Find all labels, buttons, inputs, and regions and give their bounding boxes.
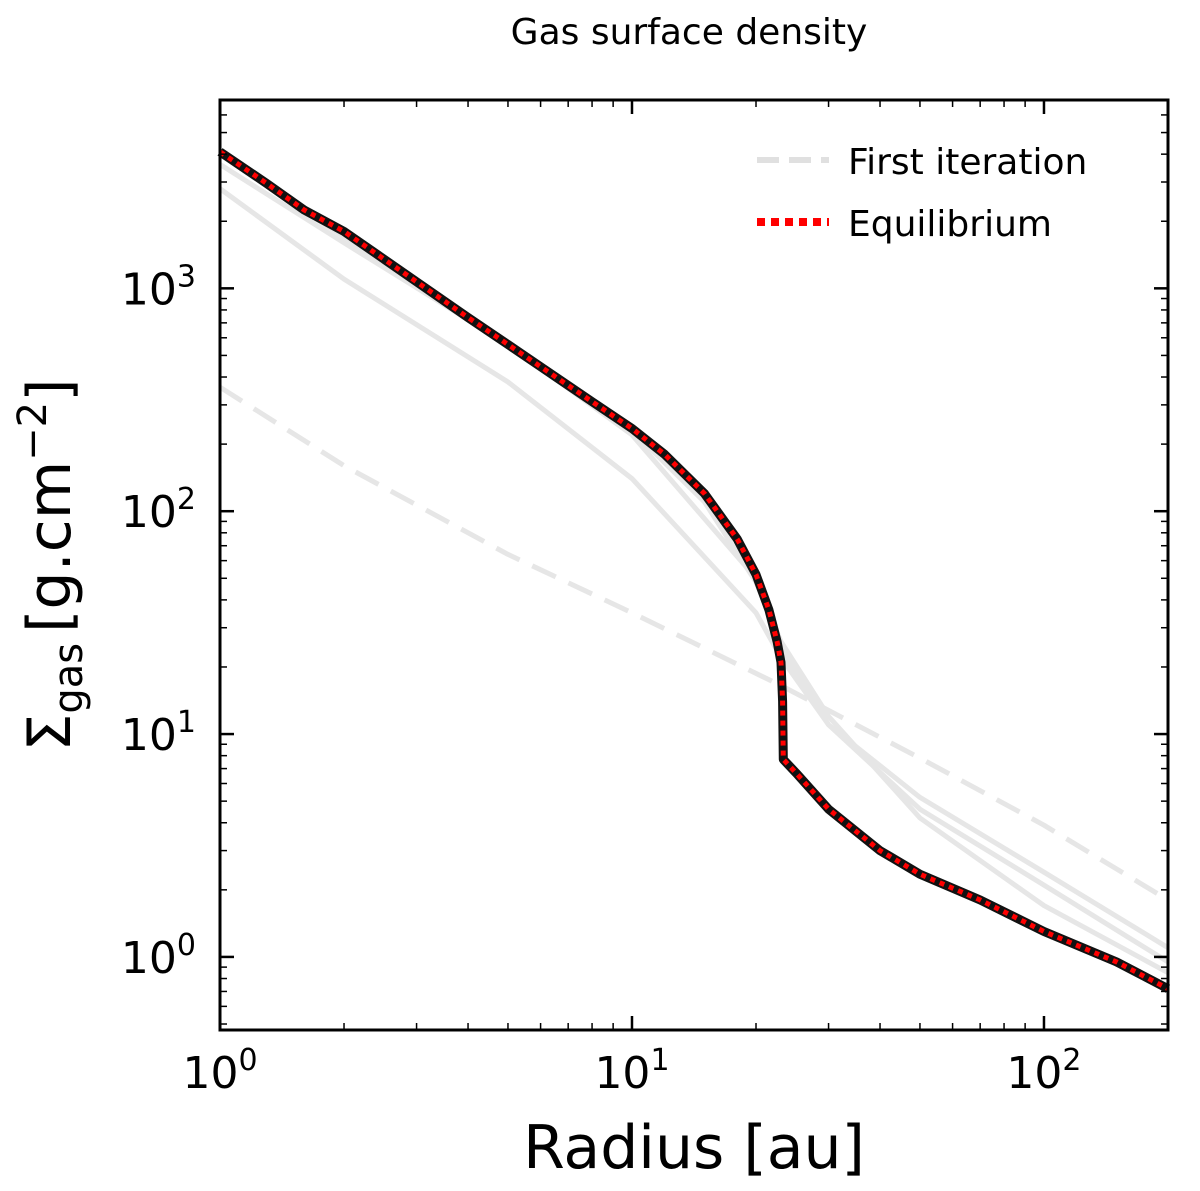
y-label-unit: [g.cm	[15, 461, 85, 633]
y-tick-label: 101	[121, 705, 196, 761]
legend-label-first-iteration: First iteration	[848, 142, 1087, 183]
y-tick-label: 102	[121, 482, 196, 538]
x-tick-label: 102	[1006, 1043, 1081, 1099]
series-line-iteration-4	[218, 152, 1170, 975]
y-axis-label: Σgas [g.cm−2]	[10, 378, 92, 751]
series-line-equilibrium	[218, 149, 1170, 991]
y-tick-label: 103	[121, 259, 196, 315]
chart-title: Gas surface density	[511, 12, 868, 53]
y-tick-label: 100	[121, 928, 196, 984]
series-line-first-iteration	[218, 385, 1170, 903]
y-label-close: ]	[15, 378, 85, 401]
x-axis-label: Radius [au]	[523, 1113, 865, 1183]
x-tick-label: 100	[182, 1043, 257, 1099]
x-tick-label: 101	[594, 1043, 669, 1099]
y-label-subscript: gas	[46, 643, 92, 714]
svg-text:Σgas[g.cm−2]: Σgas [g.cm−2]	[10, 378, 92, 751]
legend: First iteration Equilibrium	[757, 142, 1087, 245]
plot-curves	[217, 148, 1171, 993]
plot-frame	[218, 98, 1170, 1032]
y-label-symbol: Σ	[15, 714, 85, 752]
tick-labels: 100 101 102 100 101 102 103	[121, 259, 1082, 1099]
legend-label-equilibrium: Equilibrium	[848, 204, 1052, 245]
series-line-iteration-3	[218, 162, 1170, 965]
series-line-iteration-2	[218, 186, 1170, 950]
y-label-exponent: −2	[10, 402, 56, 461]
